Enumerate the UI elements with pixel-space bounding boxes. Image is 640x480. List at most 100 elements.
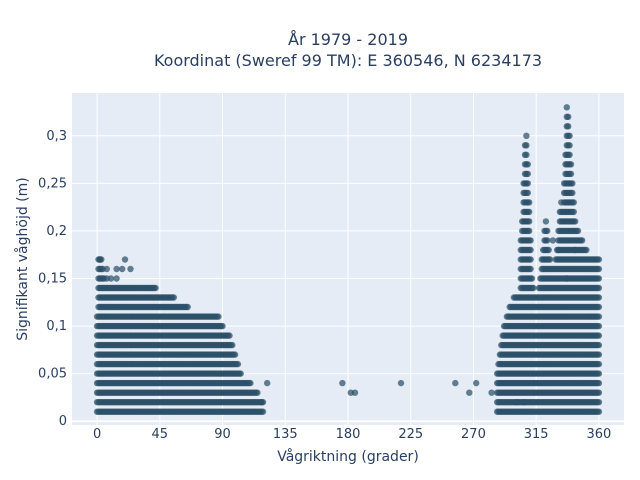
data-point <box>595 379 603 387</box>
data-point <box>546 256 554 263</box>
data-point <box>247 379 254 387</box>
data-point <box>572 246 579 254</box>
data-point <box>528 275 536 282</box>
data-point <box>567 170 575 178</box>
y-tick-label: 0,2 <box>46 224 67 239</box>
x-tick-label: 45 <box>152 427 169 442</box>
data-point <box>566 142 573 149</box>
data-point <box>229 341 236 349</box>
data-point <box>583 246 590 254</box>
x-tick-label: 180 <box>336 427 361 442</box>
data-point <box>524 189 531 197</box>
data-point <box>563 275 570 282</box>
data-point <box>595 294 603 301</box>
data-point <box>569 189 576 197</box>
data-point <box>96 256 104 263</box>
y-tick-label: 0,15 <box>38 272 67 287</box>
data-point <box>595 360 603 368</box>
data-point <box>113 275 120 282</box>
data-point <box>565 123 572 130</box>
x-tick-label: 0 <box>93 427 101 442</box>
data-point <box>595 389 603 396</box>
data-point <box>259 408 267 415</box>
data-point <box>170 294 177 301</box>
data-point <box>466 389 473 396</box>
data-point <box>595 256 603 263</box>
data-point <box>595 313 603 320</box>
data-point <box>473 379 480 387</box>
data-point <box>542 218 550 225</box>
data-point <box>595 322 603 330</box>
data-point <box>595 370 603 377</box>
y-tick-label: 0 <box>59 414 67 429</box>
data-point <box>526 199 533 206</box>
y-tick-label: 0,3 <box>46 129 67 144</box>
data-point <box>452 379 459 387</box>
data-point <box>595 408 603 415</box>
data-point <box>524 170 531 178</box>
data-point <box>523 151 530 158</box>
data-point <box>107 275 115 282</box>
data-point <box>127 265 134 273</box>
data-point <box>566 151 573 158</box>
data-point <box>526 218 533 225</box>
data-point <box>215 313 222 320</box>
data-point <box>572 218 579 225</box>
data-point <box>595 275 603 282</box>
x-tick-label: 90 <box>214 427 231 442</box>
data-point <box>237 370 244 377</box>
data-point <box>488 389 495 396</box>
x-tick-labels: 0 45 90 135 180 225 270 315 360 <box>93 427 611 442</box>
chart-title-line-1: År 1979 - 2019 <box>288 30 408 49</box>
y-tick-label: 0,05 <box>38 367 67 382</box>
data-point <box>595 341 603 349</box>
data-point <box>513 399 520 406</box>
data-point <box>258 399 265 406</box>
x-tick-label: 225 <box>398 427 423 442</box>
data-points <box>93 104 603 415</box>
x-tick-label: 270 <box>461 427 486 442</box>
data-point <box>595 399 603 406</box>
x-tick-label: 315 <box>524 427 549 442</box>
chart-title-line-2: Koordinat (Sweref 99 TM): E 360546, N 62… <box>154 51 542 70</box>
x-tick-label: 135 <box>273 427 298 442</box>
data-point <box>524 161 531 168</box>
data-point <box>570 199 577 206</box>
data-point <box>523 132 530 139</box>
data-point <box>549 237 557 244</box>
data-point <box>119 265 126 273</box>
data-point <box>567 161 575 168</box>
data-point <box>397 379 405 387</box>
y-axis-title: Signifikant våghöjd (m) <box>14 177 31 340</box>
data-point <box>595 284 603 292</box>
data-point <box>226 332 233 339</box>
data-point <box>563 104 570 111</box>
data-point <box>527 265 534 273</box>
data-point <box>595 303 603 311</box>
data-point <box>527 246 534 254</box>
data-point <box>544 227 551 235</box>
data-point <box>103 265 111 273</box>
data-point <box>219 322 226 330</box>
data-point <box>545 246 552 254</box>
data-point <box>566 132 573 139</box>
data-point <box>351 389 359 396</box>
data-point <box>530 284 537 292</box>
data-point <box>595 351 603 358</box>
data-point <box>113 265 120 273</box>
data-point <box>524 180 531 187</box>
data-point <box>152 284 159 292</box>
data-point <box>595 332 603 339</box>
x-axis-title: Vågriktning (grader) <box>277 448 419 465</box>
y-tick-label: 0,25 <box>38 176 67 191</box>
data-point <box>520 399 527 406</box>
data-point <box>339 379 346 387</box>
y-tick-label: 0,1 <box>46 319 67 334</box>
data-point <box>570 208 577 216</box>
data-point <box>231 351 239 358</box>
data-point <box>595 265 603 273</box>
x-tick-label: 360 <box>586 427 611 442</box>
data-point <box>544 237 551 244</box>
data-point <box>184 303 191 311</box>
data-point <box>569 180 576 187</box>
